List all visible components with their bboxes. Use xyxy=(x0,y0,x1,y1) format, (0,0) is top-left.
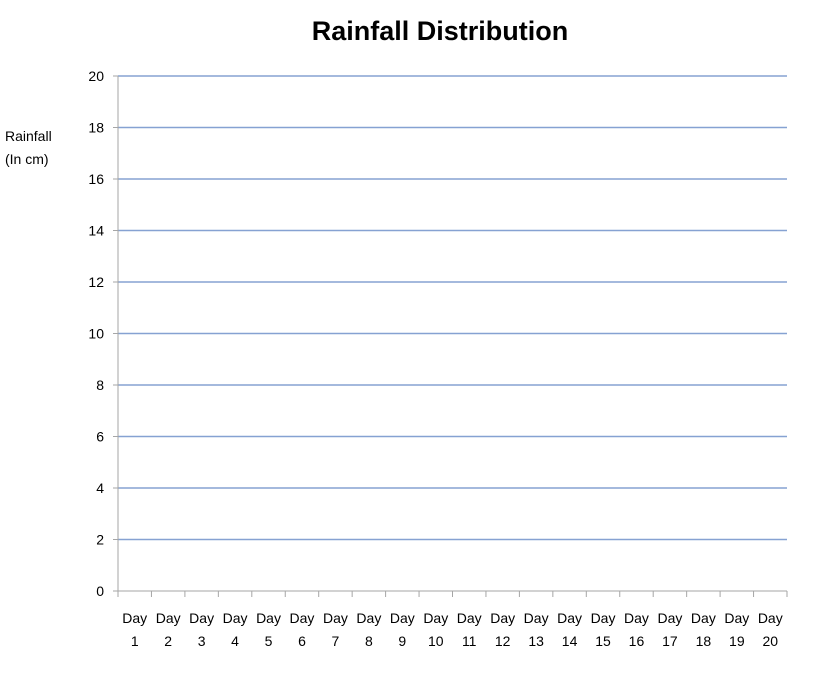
x-tick-label-line2: 9 xyxy=(398,633,406,649)
x-tick-label-line1: Day xyxy=(122,610,147,626)
x-tick-label-line1: Day xyxy=(223,610,248,626)
x-tick-label-line1: Day xyxy=(557,610,582,626)
x-tick-label-line2: 18 xyxy=(696,633,712,649)
x-tick-label: Day 3 xyxy=(189,610,214,649)
y-tick-label: 2 xyxy=(96,532,104,548)
x-tick-label: Day 17 xyxy=(657,610,682,649)
x-tick-label-line2: 8 xyxy=(365,633,373,649)
x-tick-label-line2: 14 xyxy=(562,633,578,649)
gridlines xyxy=(118,75,787,541)
x-tick-label-line2: 20 xyxy=(762,633,778,649)
x-tick-label-line2: 12 xyxy=(495,633,511,649)
x-tick-label: Day 8 xyxy=(356,610,381,649)
y-tick-label: 12 xyxy=(88,274,104,290)
x-tick-label-line1: Day xyxy=(490,610,515,626)
y-tick-label: 0 xyxy=(96,583,104,599)
y-tick-label: 10 xyxy=(88,326,104,342)
x-tick-label: Day 1 xyxy=(122,610,147,649)
x-tick-label-line1: Day xyxy=(524,610,549,626)
x-tick-label: Day 5 xyxy=(256,610,281,649)
x-tick-label: Day 15 xyxy=(591,610,616,649)
x-tick-label: Day 14 xyxy=(557,610,582,649)
x-tick-label-line1: Day xyxy=(457,610,482,626)
x-tick-label-line1: Day xyxy=(423,610,448,626)
x-tick-label-line1: Day xyxy=(657,610,682,626)
x-tick-label: Day 11 xyxy=(457,610,482,649)
y-axis-label-line2: (In cm) xyxy=(5,151,49,167)
x-tick-label: Day 19 xyxy=(724,610,749,649)
chart-title: Rainfall Distribution xyxy=(312,16,569,46)
x-tick-label-line2: 1 xyxy=(131,633,139,649)
x-tick-label-line2: 17 xyxy=(662,633,678,649)
x-tick-label-line1: Day xyxy=(390,610,415,626)
y-axis-label-line1: Rainfall xyxy=(5,128,52,144)
x-tick-label: Day 7 xyxy=(323,610,348,649)
y-tick-label: 4 xyxy=(96,480,104,496)
x-tick-label: Day 16 xyxy=(624,610,649,649)
y-tick-label: 14 xyxy=(88,223,104,239)
x-tick-label-line1: Day xyxy=(156,610,181,626)
x-tick-label-line2: 19 xyxy=(729,633,745,649)
x-tick-label-line1: Day xyxy=(256,610,281,626)
x-tick-label-line2: 4 xyxy=(231,633,239,649)
x-tick-label-line2: 15 xyxy=(595,633,611,649)
y-tick-label: 6 xyxy=(96,429,104,445)
x-tick-label-line2: 7 xyxy=(332,633,340,649)
x-tick-label-line1: Day xyxy=(624,610,649,626)
x-tick-label: Day 13 xyxy=(524,610,549,649)
x-tick-label: Day 9 xyxy=(390,610,415,649)
x-tick-label: Day 10 xyxy=(423,610,448,649)
x-tick-label-line2: 11 xyxy=(462,633,477,649)
x-tick-label-line2: 3 xyxy=(198,633,206,649)
x-axis-ticks: Day 1 Day 2 Day 3 Day 4 Day 5 Day 6 Day 7 Day 8 Day 9 Day 1… xyxy=(117,591,788,649)
x-tick-label: Day 18 xyxy=(691,610,716,649)
x-tick-label-line2: 16 xyxy=(629,633,645,649)
x-tick-label-line2: 5 xyxy=(265,633,273,649)
y-tick-label: 20 xyxy=(88,68,104,84)
y-axis-ticks: 0 2 4 6 8 10 12 14 16 18 20 xyxy=(88,68,118,599)
x-tick-label: Day 20 xyxy=(758,610,783,649)
x-tick-label-line1: Day xyxy=(290,610,315,626)
x-tick-label: Day 6 xyxy=(290,610,315,649)
x-tick-label-line1: Day xyxy=(323,610,348,626)
x-tick-label-line1: Day xyxy=(356,610,381,626)
x-tick-label-line2: 6 xyxy=(298,633,306,649)
x-tick-label-line2: 2 xyxy=(164,633,172,649)
x-tick-label-line1: Day xyxy=(758,610,783,626)
y-tick-label: 8 xyxy=(96,377,104,393)
x-tick-label-line1: Day xyxy=(189,610,214,626)
y-tick-label: 16 xyxy=(88,171,104,187)
x-tick-label-line1: Day xyxy=(691,610,716,626)
x-tick-label: Day 4 xyxy=(223,610,248,649)
x-tick-label: Day 2 xyxy=(156,610,181,649)
x-tick-label-line1: Day xyxy=(591,610,616,626)
x-tick-label-line1: Day xyxy=(724,610,749,626)
x-tick-label-line2: 10 xyxy=(428,633,444,649)
y-tick-label: 18 xyxy=(88,120,104,136)
x-tick-label: Day 12 xyxy=(490,610,515,649)
x-tick-label-line2: 13 xyxy=(528,633,544,649)
